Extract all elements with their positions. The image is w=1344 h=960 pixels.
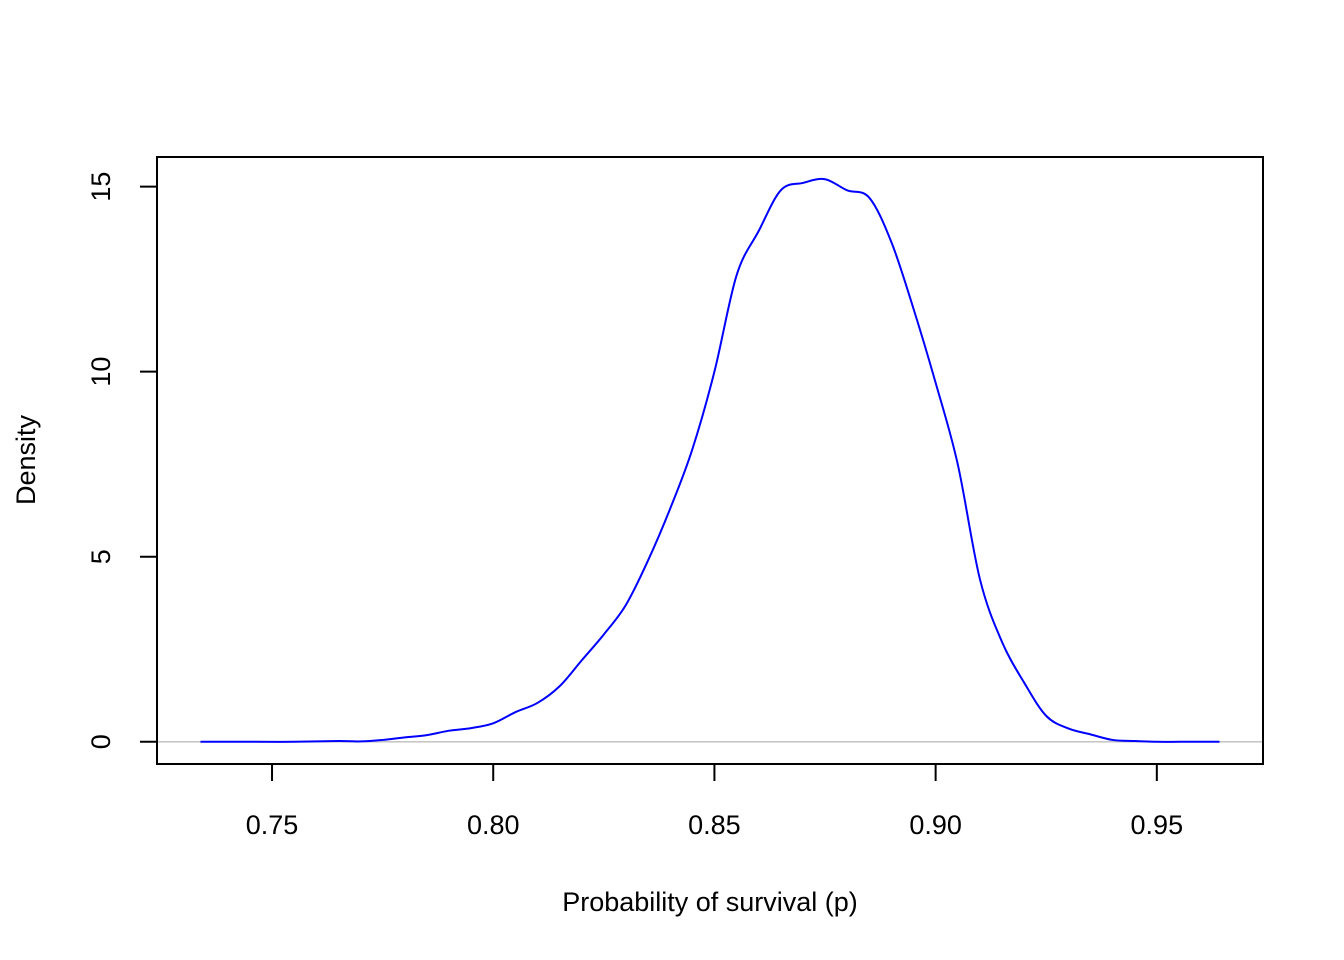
x-tick-label: 0.75 <box>246 810 299 840</box>
y-tick-label: 5 <box>86 549 116 564</box>
x-tick-label: 0.80 <box>467 810 520 840</box>
y-axis: 0 5 10 15 <box>86 172 158 749</box>
plot-frame <box>156 156 1264 765</box>
x-axis-title: Probability of survival (p) <box>562 887 858 917</box>
y-tick-label: 15 <box>86 172 116 202</box>
x-axis: 0.75 0.80 0.85 0.90 0.95 <box>246 763 1184 840</box>
y-tick-label: 0 <box>86 734 116 749</box>
x-tick-label: 0.85 <box>688 810 741 840</box>
density-curve <box>200 177 1220 743</box>
y-tick-label: 10 <box>86 357 116 387</box>
y-axis-title: Density <box>11 414 41 505</box>
x-tick-label: 0.90 <box>909 810 962 840</box>
x-tick-label: 0.95 <box>1131 810 1184 840</box>
